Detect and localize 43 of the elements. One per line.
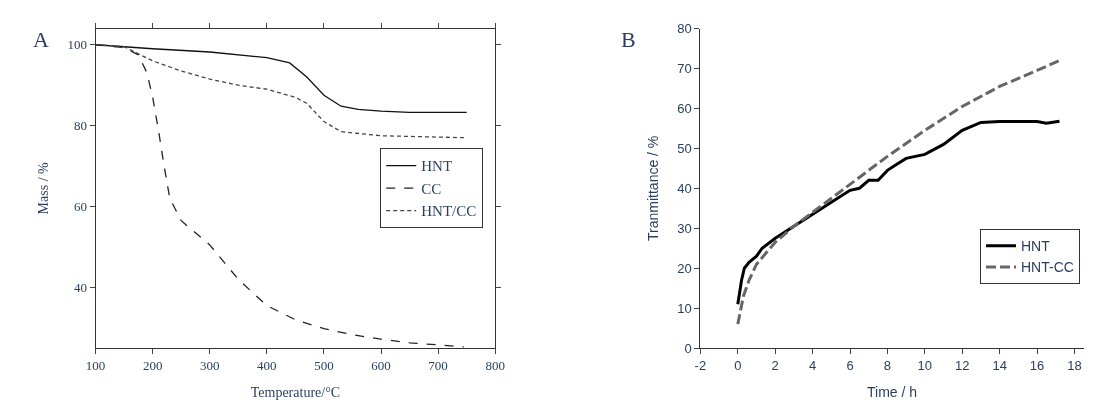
y-tick-label: 60	[677, 100, 692, 116]
x-axis-title: Time / h	[867, 384, 918, 400]
x-tick-label: 200	[142, 357, 163, 373]
x-tick-label: 800	[485, 357, 505, 373]
x-tick-label: 300	[200, 357, 220, 373]
y-tick-label: 20	[677, 260, 692, 276]
x-tick-label: 500	[314, 357, 334, 373]
x-tick-label: 10	[917, 357, 933, 373]
x-tick-label: 12	[955, 357, 970, 373]
y-tick-label: 30	[677, 220, 692, 236]
y-axis-title: Tranmittance / %	[644, 135, 661, 241]
y-tick-label: 100	[67, 37, 87, 53]
legend-label: CC	[421, 180, 442, 197]
y-tick-label: 10	[677, 300, 692, 316]
x-tick-label: 2	[771, 357, 779, 373]
y-tick-label: 0	[684, 340, 692, 356]
y-tick-label: 40	[677, 180, 692, 196]
x-tick-label: -2	[694, 357, 707, 373]
legend-label: HNT	[421, 158, 453, 175]
y-tick-label: 40	[74, 279, 87, 295]
x-tick-label: 100	[85, 357, 106, 373]
y-tick-label: 50	[677, 140, 692, 156]
y-tick-label: 60	[74, 199, 87, 215]
x-tick-label: 400	[257, 357, 277, 373]
x-tick-label: 700	[428, 357, 448, 373]
legend-label: HNT	[1020, 238, 1051, 255]
chart-title: A	[33, 27, 49, 52]
x-tick-label: 6	[846, 357, 854, 373]
x-tick-label: 14	[992, 357, 1007, 373]
x-tick-label: 600	[371, 357, 391, 373]
y-tick-label: 80	[74, 118, 87, 134]
x-tick-label: 4	[808, 357, 817, 373]
legend-label: HNT-CC	[1020, 259, 1074, 276]
x-tick-label: 18	[1067, 357, 1082, 373]
y-axis-title: Mass / %	[36, 161, 52, 215]
chart-title: B	[621, 27, 636, 52]
x-tick-label: 16	[1029, 357, 1045, 373]
y-tick-label: 80	[677, 21, 692, 37]
legend-label: HNT/CC	[421, 203, 477, 220]
x-tick-label: 8	[883, 357, 892, 373]
x-tick-label: 0	[734, 357, 742, 373]
y-tick-label: 70	[677, 61, 692, 77]
x-axis-title: Temperature/°C	[250, 385, 341, 400]
